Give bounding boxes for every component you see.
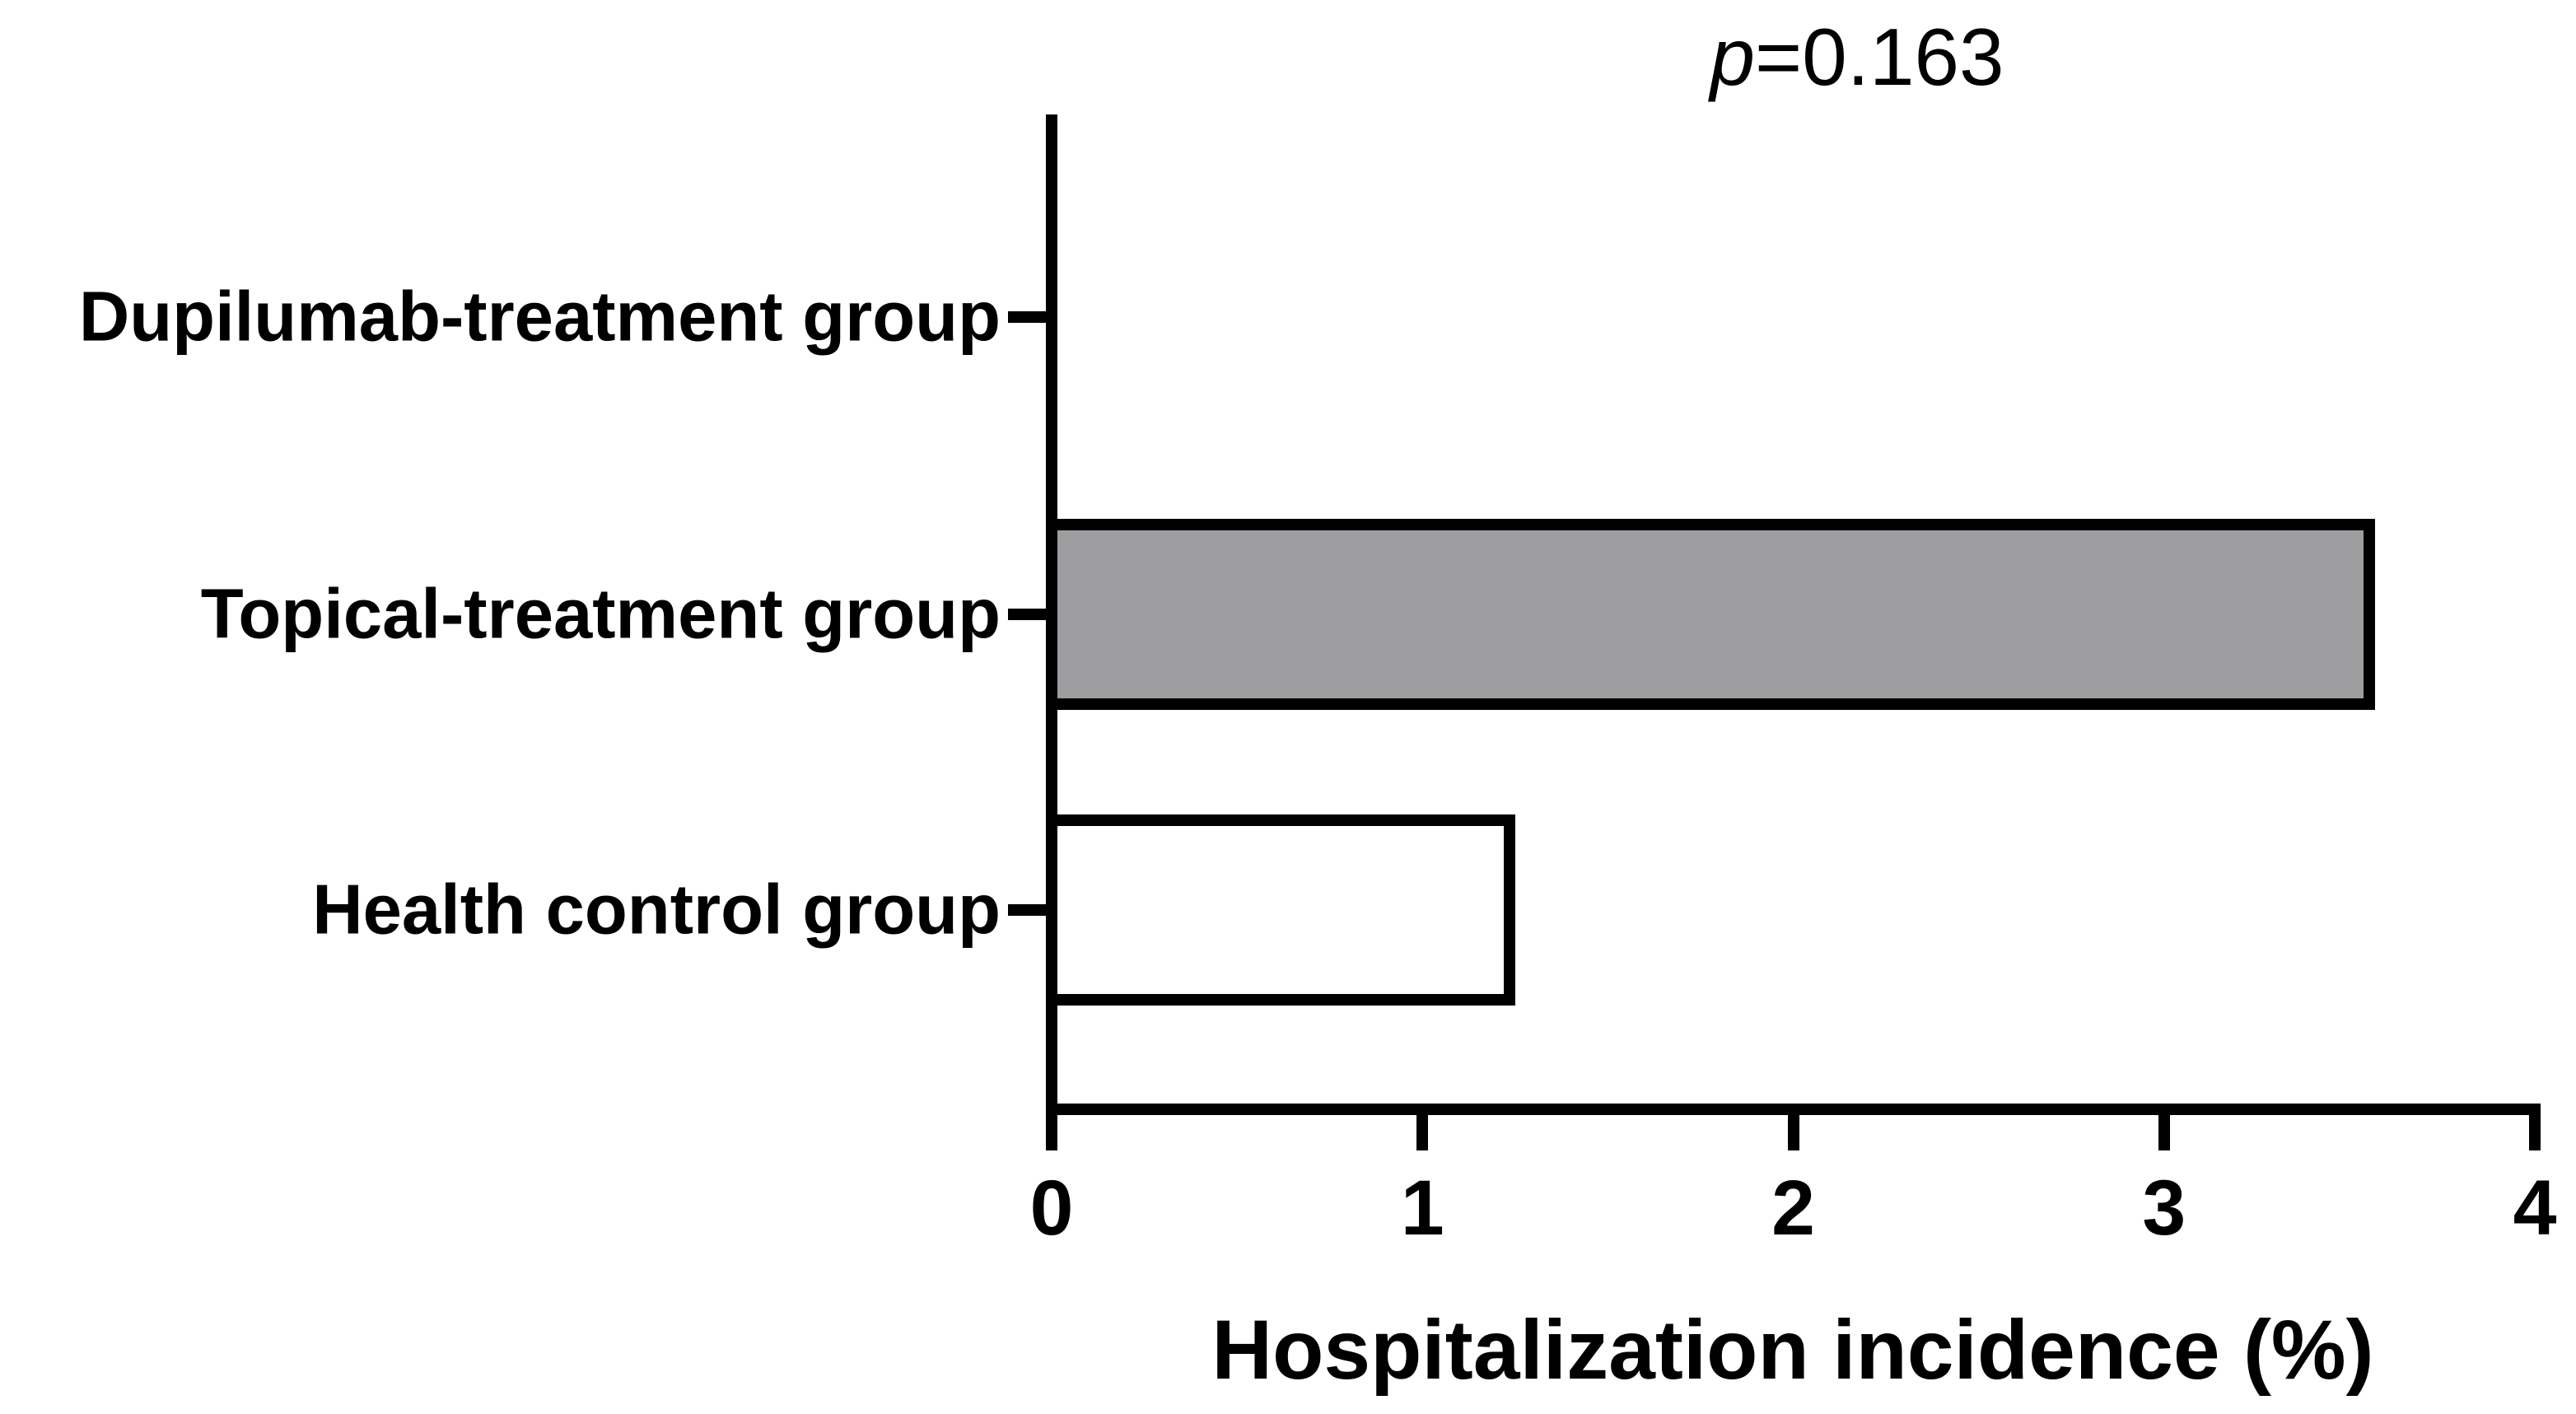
x-tick-mark-1 [1416, 1104, 1429, 1150]
bar-topical-treatment-group [1046, 519, 2376, 710]
p-symbol: p [1710, 12, 1756, 102]
y-tick-mark-dupilumab-treatment-group [1008, 311, 1052, 323]
x-axis-title: Hospitalization incidence (%) [1211, 1303, 2374, 1397]
category-label-dupilumab-treatment-group: Dupilumab-treatment group [78, 278, 1001, 357]
y-tick-mark-topical-treatment-group [1008, 609, 1052, 620]
p-value-annotation: p=0.163 [1710, 12, 2004, 102]
x-tick-label-0: 0 [1029, 1164, 1074, 1252]
x-tick-mark-4 [2529, 1104, 2541, 1150]
x-tick-mark-2 [1787, 1104, 1799, 1150]
x-tick-label-1: 1 [1400, 1164, 1444, 1252]
p-value-text: =0.163 [1755, 12, 2004, 102]
x-tick-label-2: 2 [1771, 1164, 1815, 1252]
x-tick-mark-3 [2158, 1104, 2170, 1150]
x-tick-label-4: 4 [2513, 1164, 2557, 1252]
category-label-topical-treatment-group: Topical-treatment group [200, 575, 1001, 654]
x-tick-label-3: 3 [2142, 1164, 2186, 1252]
category-label-health-control-group: Health control group [312, 870, 1001, 950]
y-tick-mark-health-control-group [1008, 904, 1052, 916]
bar-health-control-group [1046, 814, 1515, 1006]
x-tick-mark-0 [1046, 1104, 1057, 1150]
x-axis-line [1046, 1104, 2541, 1115]
y-axis-line [1046, 114, 1057, 1115]
